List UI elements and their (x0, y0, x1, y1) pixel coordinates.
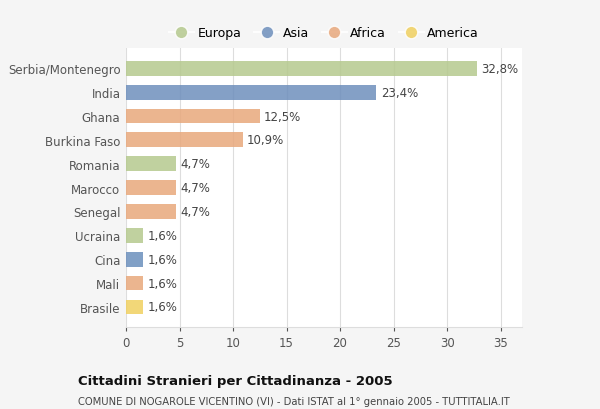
Bar (126, 157, 176, 172)
Legend: Europa, Asia, Africa, America: Europa, Asia, Africa, America (164, 22, 484, 45)
Bar (126, 276, 143, 291)
Text: 1,6%: 1,6% (148, 301, 177, 314)
Text: 23,4%: 23,4% (381, 86, 418, 99)
Bar (126, 85, 376, 100)
Bar (126, 204, 176, 219)
Bar (126, 228, 143, 243)
Text: 4,7%: 4,7% (181, 205, 211, 218)
Bar (126, 300, 143, 315)
Text: 1,6%: 1,6% (148, 229, 177, 242)
Text: 32,8%: 32,8% (481, 63, 518, 76)
Text: COMUNE DI NOGAROLE VICENTINO (VI) - Dati ISTAT al 1° gennaio 2005 - TUTTITALIA.I: COMUNE DI NOGAROLE VICENTINO (VI) - Dati… (78, 396, 510, 406)
Text: 12,5%: 12,5% (264, 110, 301, 123)
Bar (126, 252, 143, 267)
Bar (126, 181, 176, 196)
Text: 1,6%: 1,6% (148, 253, 177, 266)
Bar (126, 133, 242, 148)
Text: 4,7%: 4,7% (181, 182, 211, 195)
Text: 1,6%: 1,6% (148, 277, 177, 290)
Text: Cittadini Stranieri per Cittadinanza - 2005: Cittadini Stranieri per Cittadinanza - 2… (78, 374, 392, 387)
Text: 4,7%: 4,7% (181, 158, 211, 171)
Text: 10,9%: 10,9% (247, 134, 284, 147)
Bar (126, 109, 260, 124)
Bar (126, 62, 477, 76)
